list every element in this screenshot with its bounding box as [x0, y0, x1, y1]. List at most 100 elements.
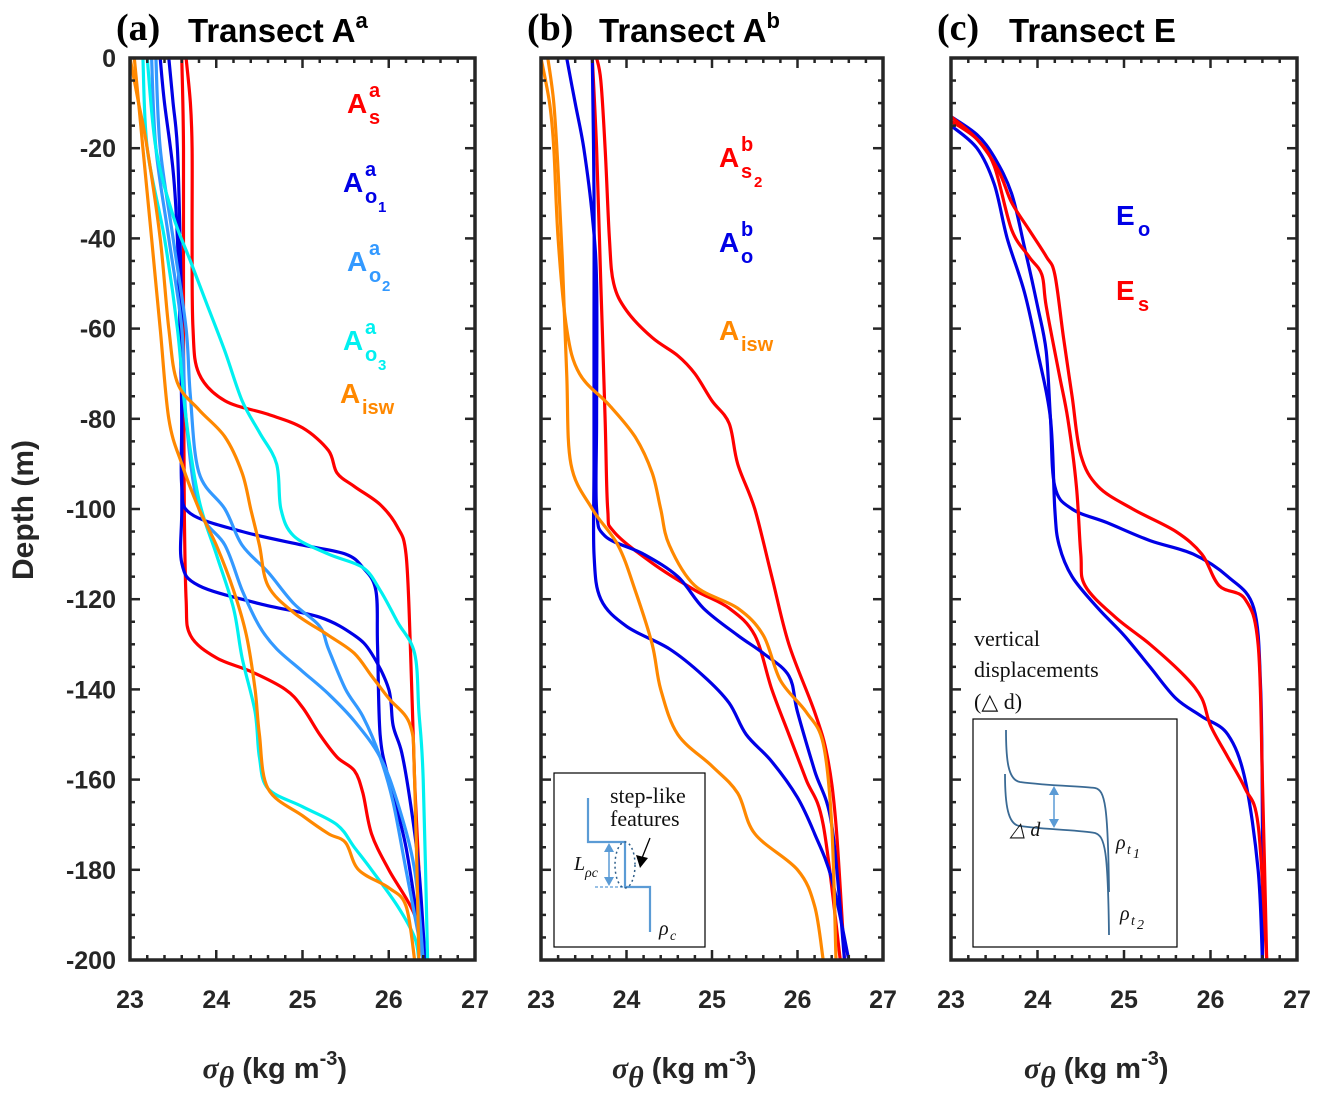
legend-subscript: o [365, 344, 377, 366]
x-tick-label: 23 [937, 986, 965, 1014]
density-symbol: ρ [658, 918, 669, 940]
legend-superscript: a [365, 159, 377, 181]
panel-title-text: Transect E [1009, 12, 1176, 49]
panel-a: 23 24 25 26 270-20-40-60-80-100-120-140-160-… [66, 7, 489, 1094]
inset-label-line1: vertical [974, 626, 1040, 651]
y-tick-label: -200 [66, 947, 116, 975]
y-tick-label: -120 [66, 586, 116, 614]
inset-label-line3: (△ d) [974, 689, 1022, 714]
x-axis-label: σθ (kg m-3) [612, 1048, 757, 1094]
legend-subscript: o [365, 186, 377, 208]
series-line [184, 58, 425, 960]
legend-subscript: s [1138, 294, 1149, 316]
panel-letter: (c) [937, 7, 979, 49]
series-line [150, 58, 425, 960]
x-axis-label-part: θ [219, 1061, 235, 1094]
legend-main-text: A [343, 325, 363, 356]
inset-label-line2: features [610, 806, 680, 831]
panel-title-superscript: a [356, 8, 369, 33]
x-axis-label-part: ) [1159, 1053, 1169, 1085]
legend-subscript: o [1138, 219, 1150, 241]
legend-main-text: A [719, 315, 739, 346]
length-symbol-sub: ρc [584, 866, 599, 881]
y-tick-label: -100 [66, 496, 116, 524]
legend-main-text: A [347, 246, 367, 277]
panel-title-text: Transect A [599, 12, 767, 49]
inset-frame [972, 718, 1178, 948]
series-line [546, 58, 825, 960]
legend-main-text: A [719, 227, 739, 258]
x-axis-label-part: θ [628, 1061, 644, 1094]
density-t2-sub: t [1131, 914, 1136, 929]
y-tick-label: 0 [102, 45, 116, 73]
legend-subscript: s [741, 161, 752, 183]
density-t1-subsub: 1 [1133, 847, 1140, 862]
legend-subsubscript: 2 [382, 278, 390, 295]
x-tick-label: 23 [116, 986, 144, 1014]
x-tick-label: 25 [1110, 986, 1138, 1014]
series-line [590, 58, 842, 960]
x-tick-label: 24 [1024, 986, 1052, 1014]
panel-title: Transect Ab [599, 8, 780, 49]
density-t1-sub: t [1127, 843, 1132, 858]
x-tick-label: 26 [375, 986, 403, 1014]
series-line [541, 58, 838, 960]
series-line [590, 58, 851, 960]
inset-frame [553, 772, 706, 948]
legend-subsubscript: 2 [754, 174, 762, 191]
legend-subscript: isw [362, 397, 395, 419]
y-tick-label: -40 [80, 225, 116, 253]
y-tick-label: -180 [66, 857, 116, 885]
x-axis-label-part: (kg m [652, 1053, 729, 1085]
pointer-arrow-shaft [641, 837, 651, 859]
series-group [951, 115, 1269, 960]
inset-label-line2: displacements [974, 657, 1099, 682]
x-tick-label: 25 [698, 986, 726, 1014]
legend-subsubscript: 3 [378, 357, 386, 374]
series-line [951, 115, 1269, 960]
series-line [141, 58, 421, 960]
legend-main-text: A [340, 378, 360, 409]
x-tick-label: 24 [202, 986, 230, 1014]
length-symbol: L [573, 853, 585, 875]
panel-title-text: Transect A [188, 12, 356, 49]
panel-title: Transect Aa [188, 8, 369, 49]
x-axis-label-part: σ [612, 1052, 629, 1085]
x-axis-label-part: ) [337, 1053, 347, 1085]
x-axis-label-part: -3 [729, 1048, 747, 1070]
density-t1-symbol: ρ [1115, 832, 1126, 854]
panel-letter: (b) [527, 7, 573, 49]
x-axis-label-part: ) [747, 1053, 757, 1085]
y-axis-label: Depth (m) [7, 440, 40, 580]
legend-main-text: A [347, 88, 367, 119]
x-axis-label-part: σ [203, 1052, 220, 1085]
legend-main-text: E [1116, 200, 1135, 231]
x-axis-label-part: σ [1024, 1052, 1041, 1085]
inset-label-line1: step-like [610, 783, 686, 808]
x-axis-label: σθ (kg m-3) [203, 1048, 348, 1094]
series-line [565, 58, 847, 960]
step-profile-line [586, 798, 652, 932]
legend-superscript: b [741, 134, 753, 156]
legend-main-text: A [343, 167, 363, 198]
step-highlight-ellipse [614, 841, 636, 889]
x-tick-label: 26 [1197, 986, 1225, 1014]
legend-subscript: o [369, 265, 381, 287]
x-axis-label-part: (kg m [1064, 1053, 1141, 1085]
legend-subscript: s [369, 107, 380, 129]
